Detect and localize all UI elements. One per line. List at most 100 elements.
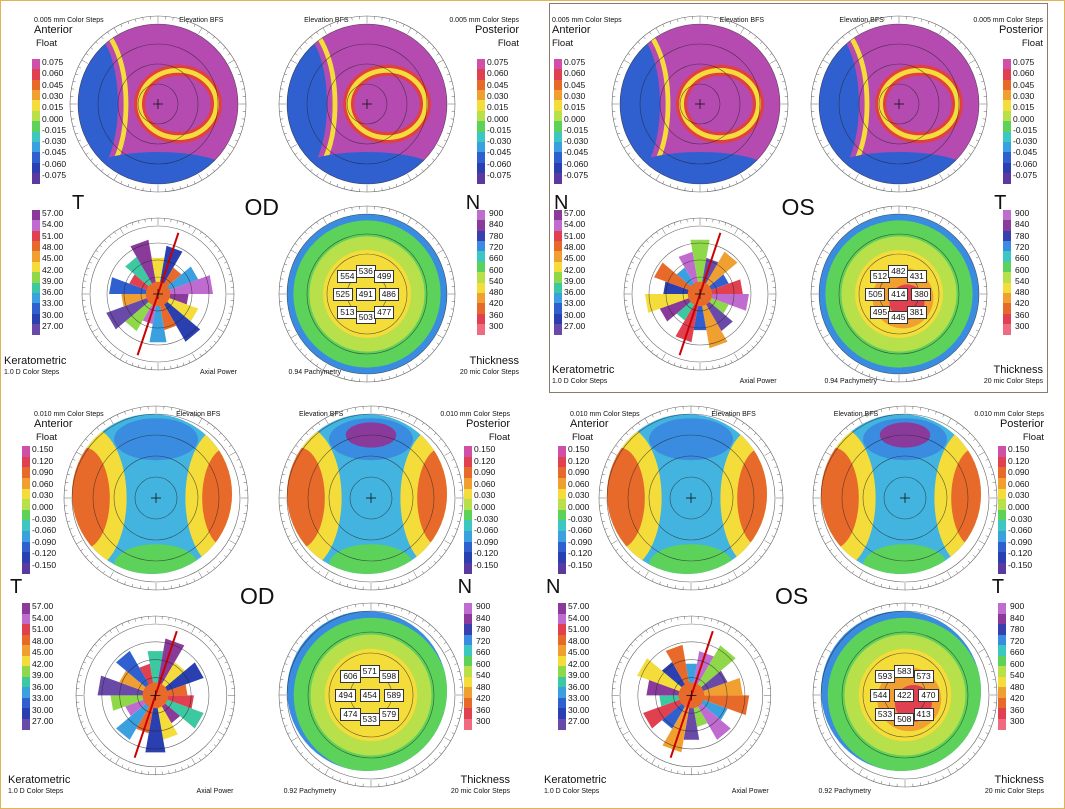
pachymetry-value: 593 [874, 669, 896, 683]
elevation-scale-right-label: 0.030 [474, 490, 496, 501]
elevation-scale-left-segment [22, 552, 30, 564]
keratometric-scale-segment [558, 697, 566, 709]
elevation-bfs-left: Elevation BFS [179, 17, 224, 24]
elevation-scale-right-label: 0.150 [1008, 444, 1030, 454]
elevation-scale-right-label: 0.045 [487, 79, 509, 90]
thickness-scale-segment [998, 708, 1006, 720]
elevation-scale-right-segment [1003, 172, 1011, 184]
keratometric-scale-label: 48.00 [42, 241, 64, 252]
side-right-letter: T [991, 576, 1005, 598]
pachymetry-label: 0.92 Pachymetry [283, 788, 337, 795]
elevation-scale-right-label: 0.000 [474, 502, 496, 512]
keratometric-scale-segment [558, 708, 566, 720]
keratometric-scale [32, 210, 40, 335]
elevation-scale-left-label: 0.090 [568, 467, 590, 478]
elevation-scale-right-label: 0.015 [487, 102, 509, 113]
thickness-scale-segment [477, 230, 485, 242]
elevation-scale-right-label: -0.015 [1013, 124, 1038, 135]
thickness-scale-segment [464, 645, 472, 657]
pachymetry-label: 0.92 Pachymetry [818, 788, 872, 795]
pachymetry-value: 508 [894, 713, 915, 727]
anterior-label: Anterior [570, 418, 609, 430]
elevation-scale-left-label: 0.120 [32, 455, 54, 466]
keratometric-scale-label: 42.00 [42, 264, 64, 275]
elevation-scale-right-label: -0.060 [1013, 158, 1038, 169]
side-right-letter: N [457, 576, 473, 598]
elevation-scale-right-label: 0.030 [1013, 90, 1035, 101]
elevation-scale-left-label: -0.030 [32, 513, 57, 524]
keratometric-scale-segment [558, 718, 566, 730]
keratometric-scale-segment [22, 634, 30, 646]
elevation-scale-right-segment [477, 121, 485, 132]
elevation-scale-left-segment [558, 499, 566, 511]
thickness-scale-label: 360 [489, 309, 504, 320]
keratometric-scale-label: 36.00 [568, 681, 590, 692]
elevation-scale-left-segment [32, 79, 40, 91]
keratometric-scale-segment [554, 251, 562, 263]
keratometric-scale-segment [22, 697, 30, 709]
thickness-scale-segment [477, 261, 485, 273]
elevation-scale-left-segment [554, 69, 562, 81]
elevation-scale-right-segment [1003, 141, 1011, 153]
elevation-scale-right-segment [998, 531, 1006, 543]
keratometric-scale-label: 39.00 [32, 670, 54, 680]
elevation-scale-right-label: 0.030 [487, 90, 509, 101]
elevation-scale-right-segment [464, 488, 472, 500]
posterior-elevation-map [812, 405, 998, 591]
thickness-scale-label: 600 [476, 658, 491, 669]
thickness-scale-segment [1003, 241, 1011, 252]
elevation-scale-left-label: 0.000 [564, 113, 586, 124]
thickness-scale-label: 540 [1015, 275, 1030, 286]
thickness-label: Thickness [994, 774, 1044, 786]
elevation-scale-left-segment [22, 467, 30, 479]
elevation-scale-right-label: -0.015 [487, 124, 512, 135]
thickness-scale-label: 720 [489, 241, 504, 252]
thickness-scale-label: 900 [489, 208, 504, 218]
thickness-scale-segment [998, 676, 1006, 688]
elevation-scale-left-segment [22, 531, 30, 543]
mic-color-steps: 20 mic Color Steps [984, 788, 1044, 795]
elevation-scale-right-segment [477, 141, 485, 153]
elevation-scale-left-label: 0.090 [32, 467, 54, 478]
elevation-scale-right-segment [477, 172, 485, 184]
elevation-scale-left-segment [558, 531, 566, 543]
elevation-scale-right-label: -0.090 [1008, 536, 1033, 547]
thickness-scale-segment [464, 666, 472, 678]
axial-power-label: Axial Power [731, 788, 769, 795]
thickness-scale-segment [464, 655, 472, 667]
elevation-scale-left-label: -0.045 [42, 147, 67, 158]
pachymetry-map [278, 602, 463, 788]
keratometric-scale-segment [558, 613, 566, 625]
pachymetry-value: 491 [355, 288, 376, 301]
anterior-label: Anterior [34, 24, 73, 36]
thickness-scale-segment [464, 708, 472, 720]
elevation-scale-right-label: -0.120 [474, 548, 499, 559]
elevation-scale-right-segment [1003, 162, 1011, 174]
elevation-scale-right-label: 0.060 [1013, 68, 1035, 79]
elevation-scale-left-label: 0.000 [568, 502, 590, 512]
elevation-bfs-right: Elevation BFS [304, 17, 349, 24]
thickness-scale-label: 720 [476, 635, 491, 646]
elevation-scale-right-label: 0.150 [474, 444, 496, 454]
elevation-scale-left-segment [558, 509, 566, 521]
keratometric-label: Keratometric [4, 355, 67, 367]
thickness-scale-segment [477, 313, 485, 325]
keratometric-scale-segment [554, 272, 562, 283]
elevation-scale-right-segment [477, 79, 485, 91]
pachymetry-value: 505 [865, 288, 886, 301]
thickness-scale-segment [1003, 303, 1011, 315]
elevation-scale-left-segment [32, 152, 40, 164]
elevation-scale-left-segment [22, 499, 30, 511]
elevation-scale-left-segment [22, 520, 30, 532]
keratometric-scale-label: 27.00 [568, 716, 590, 726]
thickness-scale-segment [464, 697, 472, 709]
elevation-scale-right-segment [477, 59, 485, 70]
color-steps-right: 0.005 mm Color Steps [449, 17, 519, 24]
elevation-scale-right-segment [477, 110, 485, 122]
pachymetry-value: 413 [913, 708, 934, 722]
keratometric-scale-label: 51.00 [564, 230, 586, 241]
elevation-scale-left-segment [22, 488, 30, 500]
thickness-label: Thickness [460, 774, 510, 786]
anterior-label: Anterior [34, 418, 73, 430]
keratometric-scale-segment [32, 241, 40, 252]
